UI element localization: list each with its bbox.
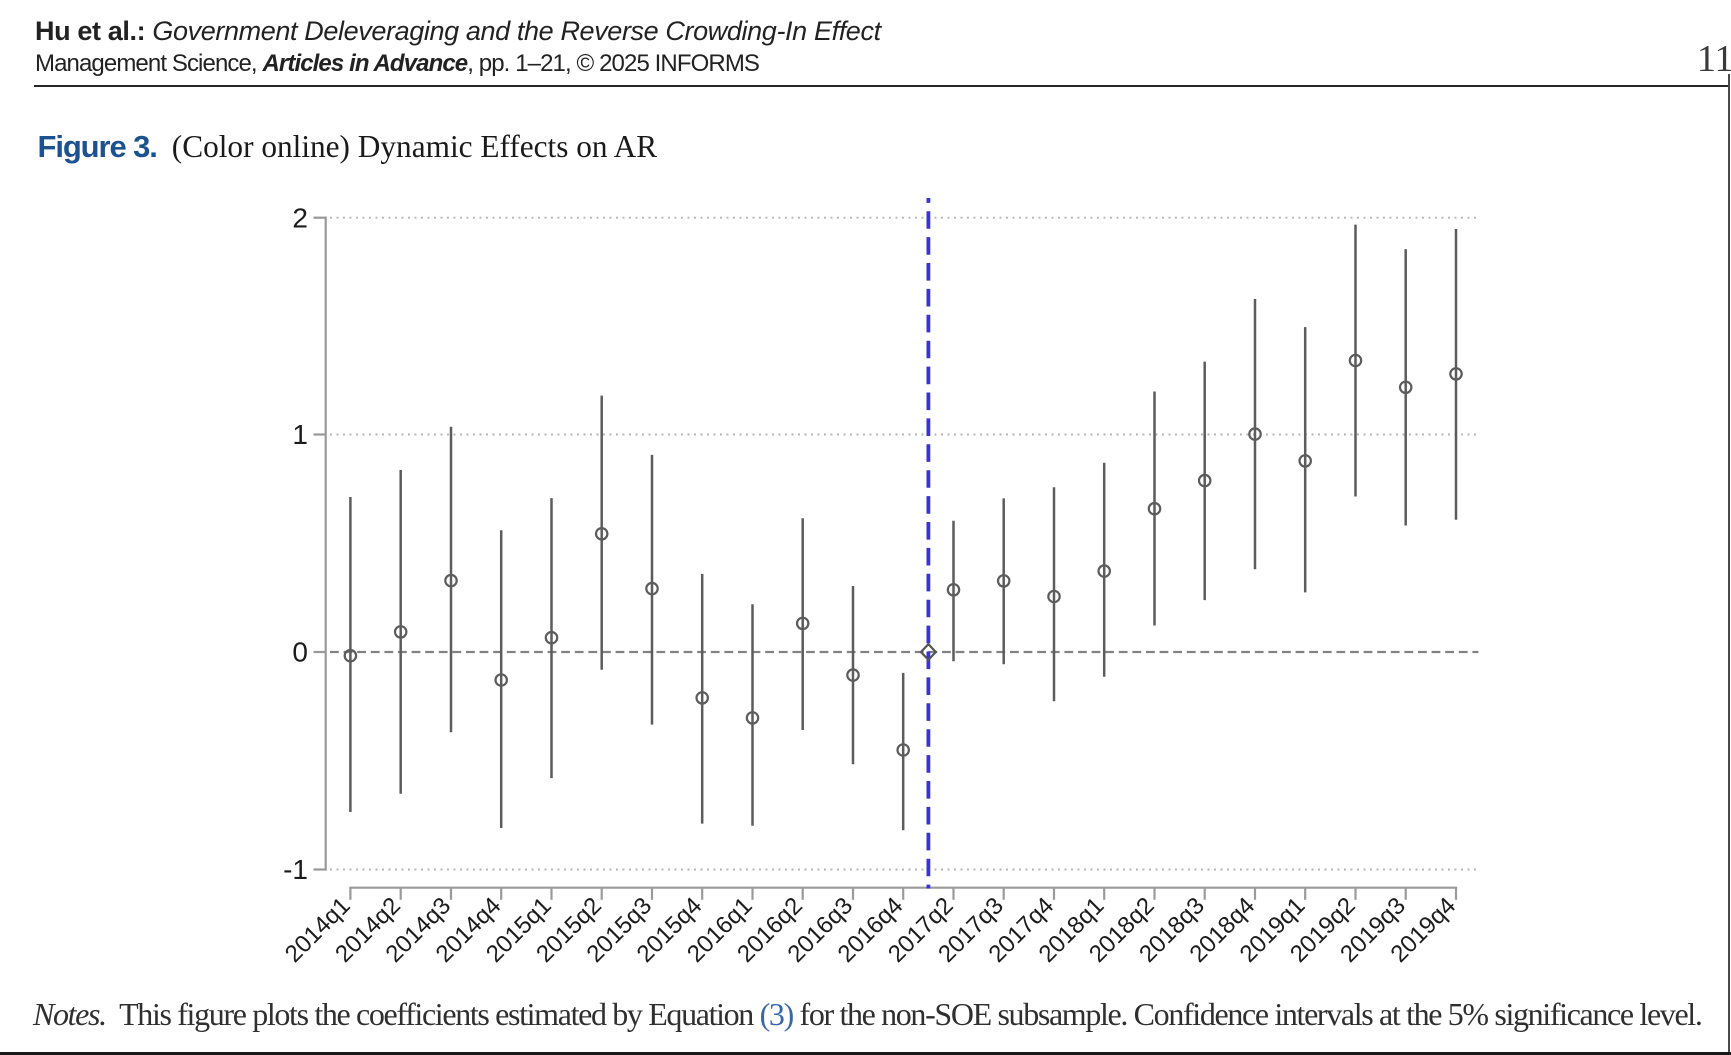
svg-text:1: 1 [292,419,308,450]
svg-text:2: 2 [292,202,308,233]
svg-text:-1: -1 [283,854,308,885]
svg-text:0: 0 [292,637,308,668]
